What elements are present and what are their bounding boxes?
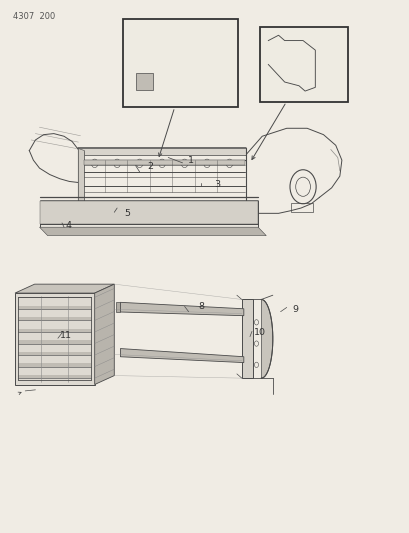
Bar — [123, 19, 237, 107]
Bar — [135, 73, 152, 90]
Polygon shape — [15, 293, 94, 384]
Bar — [290, 203, 312, 212]
Polygon shape — [241, 300, 253, 378]
Polygon shape — [18, 375, 91, 378]
Polygon shape — [39, 200, 258, 224]
Polygon shape — [18, 317, 91, 320]
Text: 7: 7 — [301, 73, 307, 82]
Bar — [260, 27, 347, 102]
Polygon shape — [18, 352, 91, 355]
Text: 4: 4 — [65, 221, 71, 230]
Polygon shape — [120, 349, 243, 362]
Polygon shape — [18, 364, 91, 367]
Polygon shape — [39, 227, 265, 236]
Text: 2: 2 — [146, 162, 153, 171]
Text: 4307  200: 4307 200 — [13, 12, 55, 21]
Polygon shape — [15, 284, 114, 293]
Polygon shape — [18, 329, 91, 332]
Text: 8: 8 — [198, 302, 203, 311]
Text: 6: 6 — [151, 81, 157, 90]
Text: 5: 5 — [124, 209, 130, 218]
Text: 3: 3 — [213, 180, 220, 189]
Polygon shape — [18, 306, 91, 309]
Polygon shape — [115, 302, 120, 312]
Polygon shape — [84, 160, 245, 165]
Text: 11: 11 — [60, 331, 72, 340]
Polygon shape — [120, 302, 243, 316]
Text: 9: 9 — [291, 304, 297, 313]
Polygon shape — [78, 149, 245, 155]
Polygon shape — [78, 149, 84, 204]
Text: 1: 1 — [187, 156, 193, 165]
Polygon shape — [94, 284, 114, 384]
Polygon shape — [18, 340, 91, 343]
Polygon shape — [261, 300, 272, 378]
Text: 10: 10 — [254, 328, 265, 337]
